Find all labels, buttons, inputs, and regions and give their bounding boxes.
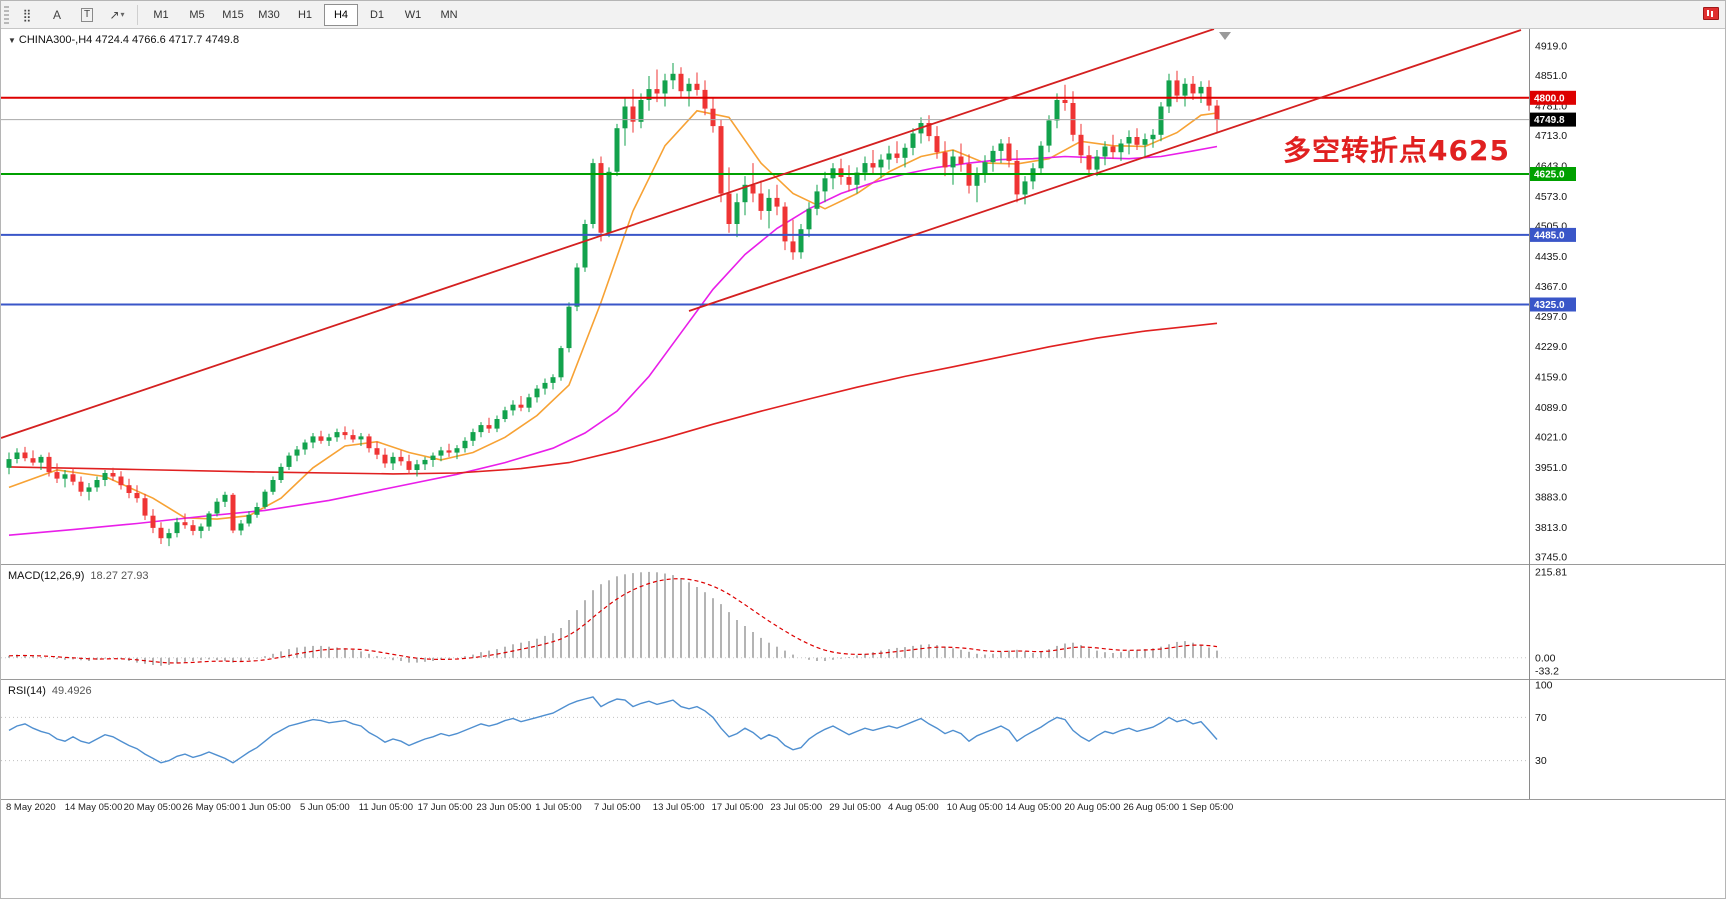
svg-text:70: 70 [1535,712,1547,724]
svg-text:4229.0: 4229.0 [1535,341,1567,353]
symbol-title: ▼ CHINA300-,H4 4724.4 4766.6 4717.7 4749.… [8,34,239,46]
chart-shift-marker[interactable] [1219,32,1231,40]
time-label: 11 Jun 05:00 [358,802,414,813]
timeframe-button-m15[interactable]: M15 [222,8,244,21]
svg-text:3883.0: 3883.0 [1535,491,1567,503]
macd-name: MACD(12,26,9) [8,570,85,582]
time-label: 23 Jun 05:00 [476,802,532,813]
crosshair-grid-tool-button[interactable]: ⣿ [13,4,41,26]
ma-fast-line [8,109,1218,520]
time-label: 1 Jul 05:00 [535,802,582,813]
chevron-down-icon: ▾ [120,10,125,19]
svg-text:4800.0: 4800.0 [1534,93,1565,104]
timeframe-button-h1[interactable]: H1 [297,8,313,21]
svg-text:4713.0: 4713.0 [1535,130,1567,142]
svg-text:4325.0: 4325.0 [1534,300,1565,311]
time-label: 14 May 05:00 [64,802,123,813]
ma-long-line [8,322,1218,475]
svg-text:4573.0: 4573.0 [1535,191,1567,203]
time-axis[interactable]: 8 May 2020 14 May 05:00 20 May 05:00 26 May… [1,800,1725,818]
text-tool-button[interactable]: A [43,4,71,26]
svg-text:4089.0: 4089.0 [1535,402,1567,414]
text-tool-icon: A [52,7,61,22]
time-label: 20 May 05:00 [123,802,182,813]
timeframe-button-mn[interactable]: MN [440,8,458,21]
time-label: 17 Jul 05:00 [711,802,764,813]
svg-text:3813.0: 3813.0 [1535,522,1567,534]
time-label: 14 Aug 05:00 [1005,802,1062,813]
label-tool-button[interactable]: T [73,4,101,26]
toolbar-separator [137,4,138,25]
symbol-name: CHINA300-,H4 [18,34,93,46]
collapse-icon[interactable]: ▼ [8,36,16,45]
timeframe-button-w1[interactable]: W1 [404,8,422,21]
arrows-tool-icon: ↗ [109,7,120,22]
time-label: 4 Aug 05:00 [888,802,939,813]
svg-text:4749.8: 4749.8 [1534,115,1565,126]
time-label: 23 Jul 05:00 [770,802,823,813]
rsi-line [8,696,1218,764]
svg-text:0.00: 0.00 [1535,652,1556,664]
svg-text:-33.2: -33.2 [1535,666,1559,678]
svg-text:4367.0: 4367.0 [1535,281,1567,293]
chart-canvas[interactable]: 4919.04851.04781.04713.04643.04573.04505… [1,29,1726,800]
rsi-pane [1,696,1529,764]
toolbar-drag-handle[interactable] [4,5,9,24]
time-label: 5 Jun 05:00 [300,802,350,813]
crosshair-grid-tool-icon: ⣿ [22,7,32,22]
svg-text:4851.0: 4851.0 [1535,70,1567,82]
svg-text:4021.0: 4021.0 [1535,431,1567,443]
line-studies-toolbar: ⣿ A T ↗ ▾ [12,4,132,26]
toolbar: ⣿ A T ↗ ▾ M1 M5 M15 M30 H1 H4 D1 W1 MN [1,1,1725,29]
timeframe-button-d1[interactable]: D1 [369,8,385,21]
svg-text:3951.0: 3951.0 [1535,462,1567,474]
annotation-text[interactable]: 多空转折点4625 [1283,134,1510,167]
macd-pane [1,571,1529,666]
label-tool-icon: T [80,7,94,22]
svg-text:3745.0: 3745.0 [1535,552,1567,564]
timeframe-button-m30[interactable]: M30 [258,8,280,21]
time-label: 29 Jul 05:00 [829,802,881,813]
svg-text:4435.0: 4435.0 [1535,251,1567,263]
macd-label: MACD(12,26,9) 18.27 27.93 [8,570,149,582]
svg-text:100: 100 [1535,680,1553,692]
rsi-label: RSI(14) 49.4926 [8,685,92,697]
main-pane [1,29,1529,547]
macd-values: 18.27 27.93 [90,570,149,582]
time-label: 10 Aug 05:00 [946,802,1003,813]
rsi-name: RSI(14) [8,685,46,697]
time-label: 26 May 05:00 [182,802,240,813]
trendline-2[interactable] [688,29,1522,312]
ma-slow-line [8,145,1218,536]
time-label: 1 Jun 05:00 [241,802,291,813]
time-label: 20 Aug 05:00 [1064,802,1121,813]
svg-text:4625.0: 4625.0 [1534,170,1565,181]
price-scale[interactable]: 4919.04851.04781.04713.04643.04573.04505… [1529,29,1577,799]
rsi-value: 49.4926 [51,685,92,697]
svg-text:4485.0: 4485.0 [1534,230,1565,241]
svg-text:4919.0: 4919.0 [1535,41,1567,53]
time-label: 7 Jul 05:00 [594,802,641,813]
chart-background [1,29,1725,799]
chart-window-icon[interactable] [1703,7,1719,20]
macd-histogram [8,571,1218,666]
svg-text:30: 30 [1535,755,1547,767]
svg-text:4297.0: 4297.0 [1535,311,1567,323]
trendline-1[interactable] [1,29,1215,439]
timeframe-button-m5[interactable]: M5 [189,8,205,21]
svg-text:4159.0: 4159.0 [1535,371,1567,383]
svg-text:215.81: 215.81 [1535,567,1567,579]
time-label: 8 May 2020 [6,802,56,813]
timeframe-button-m1[interactable]: M1 [153,8,169,21]
time-label: 17 Jun 05:00 [417,802,473,813]
symbol-ohlc: 4724.4 4766.6 4717.7 4749.8 [95,34,240,46]
time-label: 1 Sep 05:00 [1182,802,1234,813]
arrows-tool-button[interactable]: ↗ ▾ [103,4,131,26]
timeframe-button-h4[interactable]: H4 [324,3,358,26]
timeframe-toolbar: M1 M5 M15 M30 H1 H4 D1 W1 MN [143,3,467,26]
time-label: 26 Aug 05:00 [1123,802,1180,813]
time-label: 13 Jul 05:00 [652,802,705,813]
